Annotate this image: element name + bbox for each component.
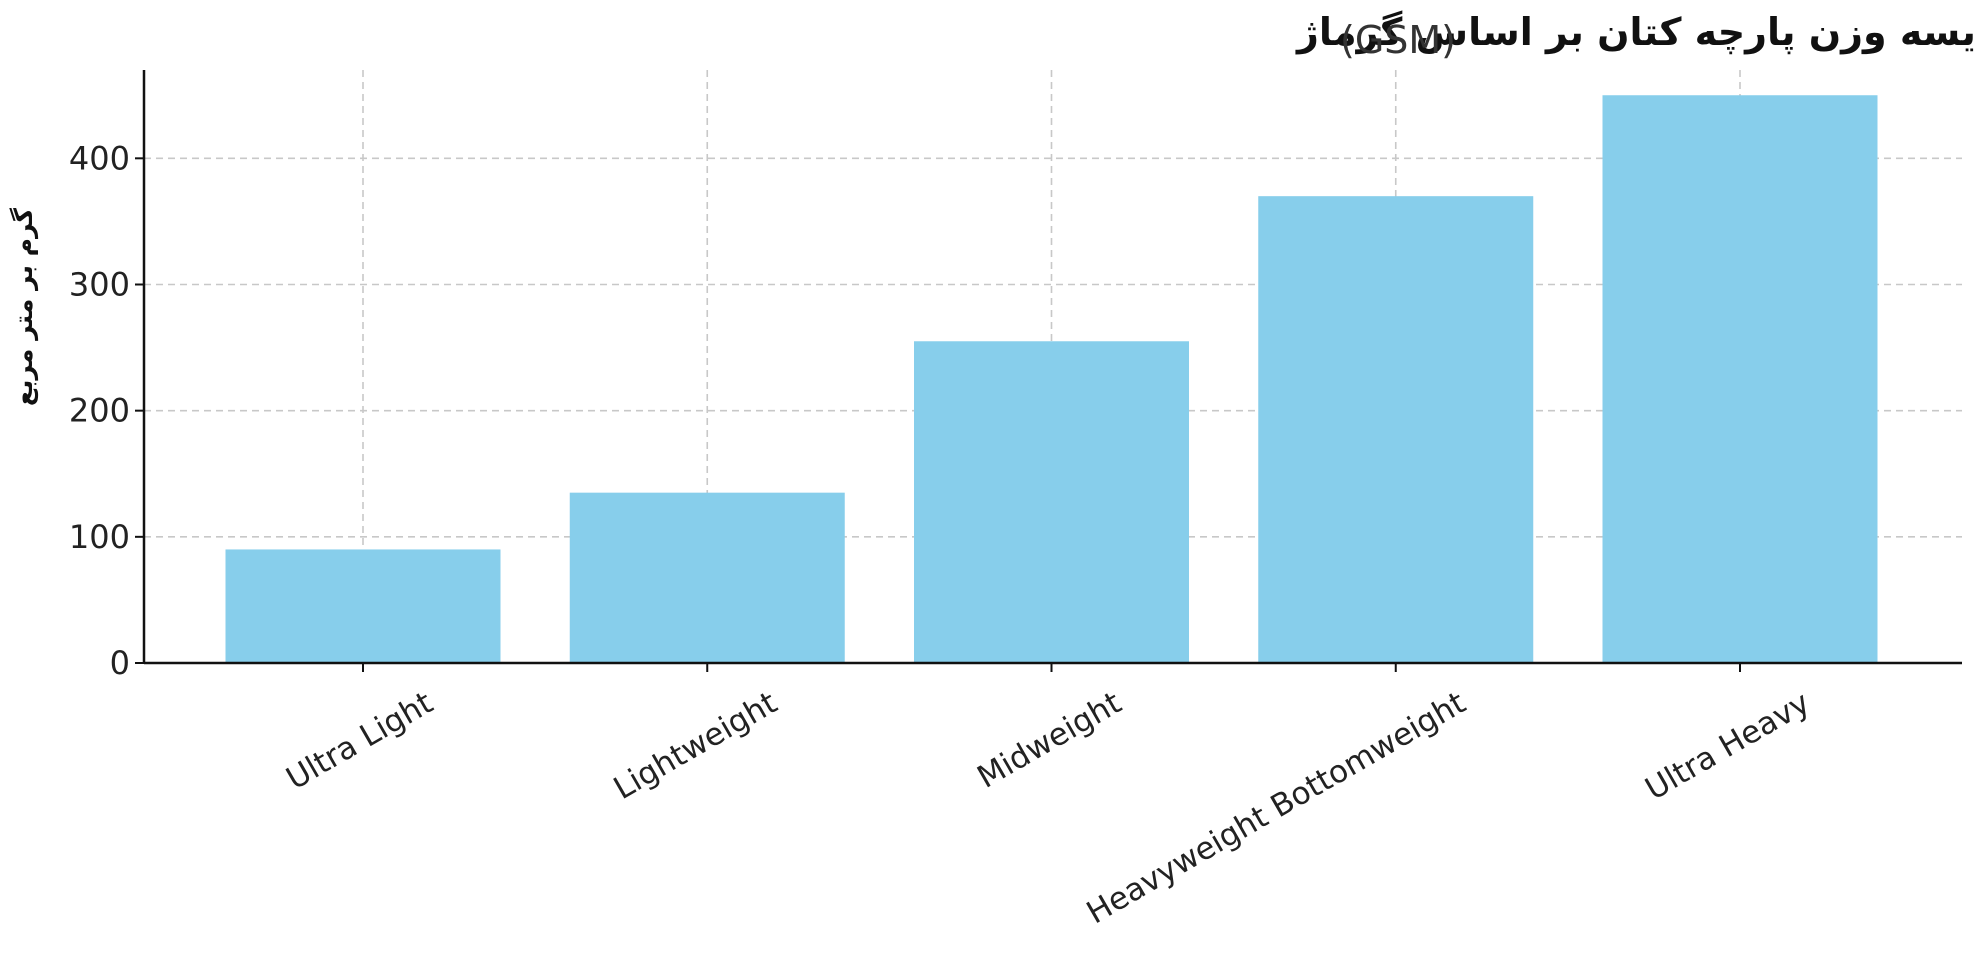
bar-midweight	[914, 341, 1189, 663]
x-tick-label: Ultra Heavy	[1639, 685, 1816, 808]
x-tick-label: Midweight	[971, 685, 1127, 796]
x-tick-label: Heavyweight Bottomweight	[1081, 685, 1472, 932]
x-tick-label: Lightweight	[608, 685, 784, 807]
y-ticks: 0 100 200 300 400	[69, 139, 144, 682]
y-tick-label: 100	[69, 518, 130, 556]
bar-lightweight	[569, 492, 845, 663]
x-ticks: Ultra Light Lightweight MidweightHeavyweig…	[280, 663, 1816, 931]
axes	[142, 70, 1962, 665]
y-axis-label: گرم بر متر مربع	[9, 207, 39, 406]
bars	[225, 95, 1878, 664]
chart-title: مقایسه وزن پارچه کتان بر اساس گرماژ	[1295, 10, 1979, 55]
bar-ultra-light	[225, 549, 501, 663]
bar-heavyweight-bottomweight	[1258, 196, 1534, 663]
chart-title-unit: (GSM)	[1340, 18, 1456, 62]
y-tick-label: 400	[69, 139, 130, 177]
y-tick-label: 300	[69, 265, 130, 303]
bar-ultra-heavy	[1602, 95, 1878, 664]
x-tick-label: Ultra Light	[280, 685, 439, 797]
y-tick-label: 200	[69, 392, 130, 430]
y-tick-label: 0	[110, 644, 130, 682]
